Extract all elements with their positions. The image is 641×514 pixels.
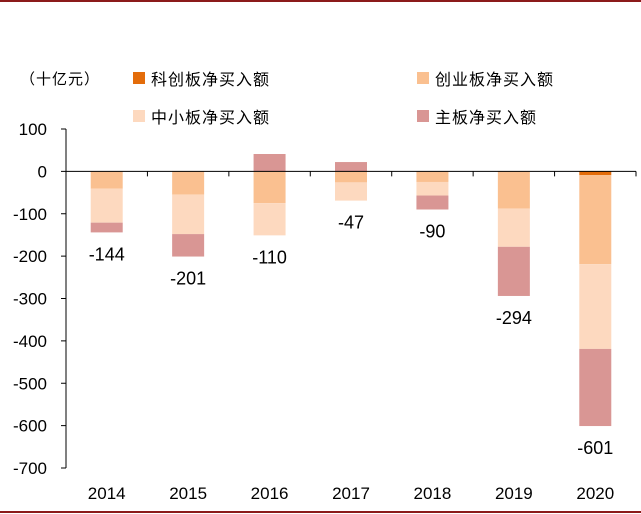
legend-item-chuangye: 创业板净买入额: [417, 66, 554, 90]
total-label-2019: -294: [496, 308, 532, 328]
legend-label-zhuban: 主板净买入额: [435, 108, 538, 127]
x-tick-label-2016: 2016: [251, 484, 289, 503]
total-label-2020: -601: [577, 438, 613, 458]
legend-item-zhongxiao: 中小板净买入额: [133, 104, 270, 128]
legend-swatch-zhongxiao: [133, 110, 145, 122]
bar-2019-series-1: [497, 171, 530, 209]
unit-label: （十亿元）: [20, 70, 101, 88]
bar-2014-series-3: [90, 222, 123, 233]
bar-2020-series-0: [579, 171, 612, 176]
y-tick-label--700: -700: [13, 459, 47, 478]
bar-2014-series-1: [90, 171, 123, 189]
bar-2017-series-3: [335, 162, 367, 172]
legend-label-chuangye: 创业板净买入额: [435, 70, 555, 89]
total-label-2015: -201: [170, 269, 206, 289]
legend-item-kechuang: 科创板净买入额: [133, 66, 270, 90]
x-tick-label-2018: 2018: [414, 484, 452, 503]
bar-2016-series-1: [253, 171, 286, 204]
bar-2015-series-1: [172, 171, 205, 195]
legend-swatch-kechuang: [133, 72, 145, 84]
y-tick-label--500: -500: [13, 374, 47, 393]
x-tick-label-2020: 2020: [576, 484, 614, 503]
total-label-2017: -47: [338, 213, 364, 233]
bar-2016-series-2: [253, 203, 286, 236]
bar-2017-series-2: [335, 182, 367, 201]
legend-swatch-zhuban: [417, 110, 429, 122]
bar-2020-series-1: [579, 175, 612, 265]
bar-2015-series-2: [172, 194, 205, 235]
bar-2019-series-3: [497, 246, 530, 296]
legend-item-zhuban: 主板净买入额: [417, 104, 537, 128]
bar-2018-series-2: [416, 181, 449, 196]
legend-label-kechuang: 科创板净买入额: [151, 70, 271, 89]
legend-label-zhongxiao: 中小板净买入额: [151, 108, 271, 127]
y-tick-label--300: -300: [13, 290, 47, 309]
y-tick-label-0: 0: [38, 162, 47, 181]
bar-2019-series-2: [497, 208, 530, 247]
bar-2020-series-3: [579, 348, 612, 427]
x-tick-label-2017: 2017: [332, 484, 370, 503]
bar-2018-series-3: [416, 195, 449, 210]
x-tick-label-2019: 2019: [495, 484, 533, 503]
top-rule: [0, 0, 641, 2]
bar-2018-series-1: [416, 171, 449, 182]
legend-swatch-chuangye: [417, 72, 429, 84]
y-tick-label--400: -400: [13, 332, 47, 351]
bar-2020-series-2: [579, 264, 612, 349]
x-tick-label-2014: 2014: [88, 484, 126, 503]
bar-2016-series-3: [253, 154, 286, 172]
y-tick-label--200: -200: [13, 247, 47, 266]
x-tick-label-2015: 2015: [169, 484, 207, 503]
bar-2017-series-1: [335, 171, 367, 183]
bar-2015-series-3: [172, 234, 205, 257]
y-tick-label--600: -600: [13, 417, 47, 436]
bottom-rule: [0, 511, 641, 513]
y-tick-label-100: 100: [19, 120, 47, 139]
total-label-2014: -144: [89, 244, 125, 264]
total-label-2016: -110: [252, 247, 287, 267]
bar-2014-series-2: [90, 188, 123, 223]
y-tick-label--100: -100: [13, 205, 47, 224]
total-label-2018: -90: [419, 222, 445, 242]
